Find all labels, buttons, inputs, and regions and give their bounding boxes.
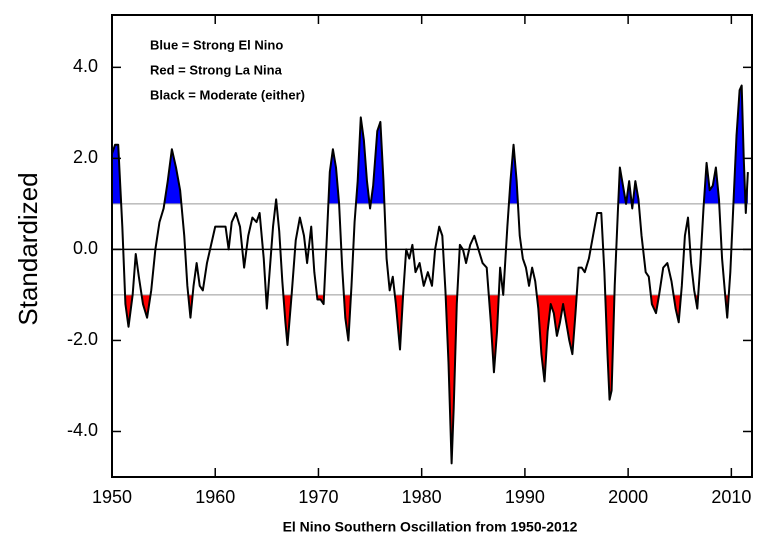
annotation: Red = Strong La Nina [150, 62, 283, 77]
y-tick-label: -2.0 [67, 329, 98, 349]
annotation: Black = Moderate (either) [150, 87, 305, 102]
plot-frame [111, 14, 753, 478]
y-axis-label: Standardized [13, 172, 43, 325]
x-tick-label: 1980 [402, 487, 442, 507]
x-tick-label: 2010 [711, 487, 751, 507]
y-tick-label: 0.0 [73, 238, 98, 258]
x-tick-label: 1960 [195, 487, 235, 507]
area-below [125, 294, 729, 464]
area-above [112, 85, 748, 204]
y-tick-label: 2.0 [73, 147, 98, 167]
y-tick-label: -4.0 [67, 420, 98, 440]
x-tick-label: 1950 [92, 487, 132, 507]
x-tick-label: 2000 [608, 487, 648, 507]
x-tick-label: 1970 [298, 487, 338, 507]
x-axis-label: El Nino Southern Oscillation from 1950-2… [283, 519, 578, 535]
annotation: Blue = Strong El Nino [150, 37, 283, 52]
y-tick-label: 4.0 [73, 56, 98, 76]
x-tick-label: 1990 [505, 487, 545, 507]
data-line [111, 84, 749, 465]
